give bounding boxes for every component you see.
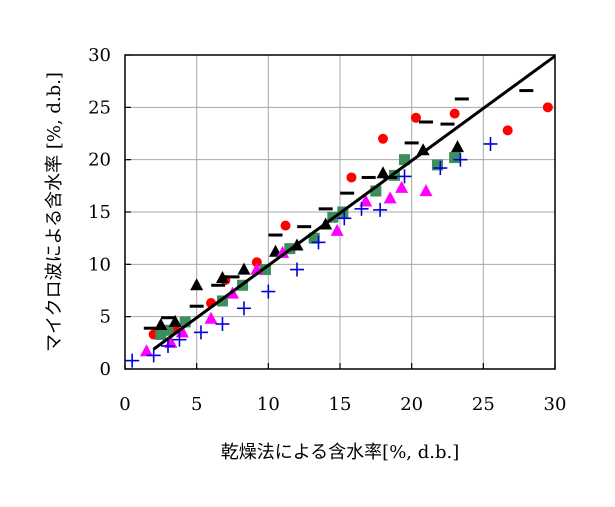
magenta-triangle-point	[419, 184, 433, 197]
y-axis-title: マイクロ波による含水率 [%, d.b.]	[44, 72, 65, 352]
plus-point	[453, 152, 468, 167]
black-triangle-point	[416, 143, 430, 156]
plus-point	[433, 161, 448, 176]
plus-point	[337, 211, 352, 226]
x-axis-title: 乾燥法による含水率[%, d.b.]	[221, 442, 460, 463]
black-triangle-point	[215, 270, 229, 283]
magenta-triangle-point	[204, 311, 218, 324]
data-marks	[125, 89, 553, 368]
circle-point	[378, 133, 388, 144]
circle-point	[280, 220, 291, 231]
regression-line	[152, 54, 556, 351]
y-tick-label: 20	[88, 150, 111, 171]
plus-point	[236, 301, 251, 316]
x-tick-label: 0	[119, 394, 130, 415]
plus-point	[161, 338, 175, 353]
black-triangle-point	[451, 140, 465, 153]
square-point	[399, 154, 410, 166]
black-triangle-point	[376, 166, 390, 179]
x-tick-label: 10	[257, 394, 280, 415]
magenta-triangle-point	[359, 194, 373, 207]
plus-point	[311, 235, 326, 250]
magenta-triangle-point	[330, 223, 344, 236]
magenta-triangle-point	[383, 191, 397, 204]
y-tick-label: 15	[88, 202, 111, 223]
plus-point	[290, 262, 304, 277]
x-tick-label: 25	[472, 394, 495, 415]
circle-point	[502, 125, 513, 136]
plus-point	[146, 348, 161, 363]
black-triangle-point	[190, 278, 204, 291]
circle-point	[449, 108, 460, 119]
plus-point	[354, 201, 369, 216]
axis-ticks	[124, 54, 556, 370]
magenta-triangle-point	[276, 245, 290, 258]
square-point	[216, 295, 228, 307]
plus-point	[397, 169, 412, 184]
plus-point	[261, 284, 276, 299]
y-tick-labels: 0 5 10 15 20 25 30	[88, 45, 111, 380]
x-tick-label: 20	[400, 394, 423, 415]
plus-point	[193, 325, 208, 340]
y-tick-label: 5	[100, 307, 111, 328]
y-tick-label: 10	[88, 254, 111, 275]
regression-line-group	[152, 54, 556, 351]
circle-point	[542, 102, 553, 113]
magenta-triangle-point	[395, 180, 409, 193]
x-tick-label: 30	[544, 394, 567, 415]
plus-point	[215, 316, 230, 331]
square-point	[370, 185, 382, 197]
circle-point	[346, 172, 357, 183]
square-point	[449, 152, 461, 164]
square-point	[388, 169, 400, 181]
square-point	[308, 232, 320, 244]
black-triangle-point	[168, 314, 182, 327]
square-point	[155, 328, 167, 340]
circle-point	[410, 112, 421, 123]
magenta-triangle-point	[140, 344, 153, 357]
plus-point	[483, 136, 498, 151]
square-point	[259, 264, 271, 276]
y-tick-label: 0	[100, 359, 111, 380]
y-tick-label: 25	[88, 97, 111, 118]
x-tick-label: 15	[329, 394, 352, 415]
x-tick-labels: 0 5 10 15 20 25 30	[119, 394, 566, 415]
x-tick-label: 5	[191, 394, 202, 415]
square-point	[162, 324, 174, 336]
black-triangle-point	[237, 262, 251, 275]
plus-point	[125, 353, 140, 368]
plus-point	[172, 332, 187, 347]
circle-point	[251, 257, 262, 268]
square-point	[431, 159, 443, 171]
square-point	[179, 316, 191, 328]
y-tick-label: 30	[88, 45, 111, 66]
plus-point	[373, 202, 388, 217]
